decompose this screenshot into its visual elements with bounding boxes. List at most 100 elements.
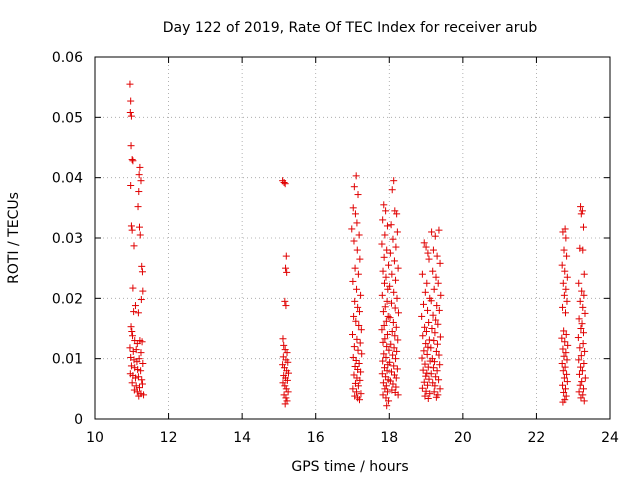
data-point	[350, 237, 358, 245]
data-point	[580, 359, 588, 367]
data-point	[349, 331, 356, 339]
data-point	[127, 182, 135, 190]
data-point	[385, 397, 393, 405]
data-point	[380, 201, 388, 209]
data-point	[348, 225, 356, 233]
data-point	[378, 370, 386, 378]
data-point	[353, 219, 361, 227]
x-tick-label: 22	[528, 430, 546, 446]
data-point	[559, 279, 567, 287]
data-point	[430, 337, 438, 345]
data-point	[280, 178, 288, 186]
data-point	[284, 358, 292, 366]
data-point	[382, 317, 390, 325]
data-point	[577, 363, 585, 371]
data-point	[559, 303, 567, 311]
data-point	[349, 353, 357, 361]
data-point	[581, 374, 589, 382]
data-point	[421, 323, 429, 331]
data-point	[575, 279, 583, 287]
data-point	[355, 321, 363, 329]
y-tick-label: 0.06	[52, 50, 83, 66]
data-point	[350, 312, 358, 320]
data-point	[137, 349, 145, 357]
data-point	[349, 204, 357, 212]
data-point	[382, 207, 390, 215]
data-point	[420, 378, 428, 386]
data-point	[581, 309, 589, 317]
data-point	[392, 355, 400, 363]
data-point	[386, 249, 394, 257]
data-point	[133, 388, 141, 396]
data-point	[386, 314, 394, 322]
data-point	[126, 109, 134, 117]
data-point	[353, 335, 361, 343]
data-point	[421, 288, 429, 296]
data-point	[284, 388, 292, 396]
data-point	[580, 270, 588, 278]
data-point	[580, 329, 588, 337]
y-tick-label: 0.02	[52, 291, 83, 307]
data-point	[135, 355, 143, 363]
data-point	[281, 382, 289, 390]
data-point	[419, 332, 427, 340]
data-point	[127, 97, 135, 105]
data-point	[131, 364, 139, 372]
data-point	[280, 391, 288, 399]
data-point	[392, 276, 400, 284]
data-point	[131, 374, 139, 382]
data-point	[383, 367, 391, 375]
data-point	[392, 374, 400, 382]
data-point	[425, 318, 433, 326]
data-point	[433, 302, 441, 310]
data-point	[380, 350, 388, 358]
data-point	[560, 352, 568, 360]
data-point	[562, 392, 570, 400]
data-point	[387, 368, 395, 376]
data-point	[420, 239, 428, 247]
data-point	[128, 379, 136, 387]
data-point	[279, 335, 287, 343]
data-point	[428, 228, 436, 236]
data-point	[434, 279, 442, 287]
data-point	[389, 351, 397, 359]
x-tick-label: 24	[601, 430, 619, 446]
data-point	[352, 356, 360, 364]
data-point	[560, 374, 568, 382]
x-tick-label: 14	[233, 430, 251, 446]
data-point	[389, 318, 397, 326]
data-point	[379, 357, 387, 365]
data-point	[138, 338, 146, 346]
data-point	[418, 354, 426, 362]
data-point	[352, 317, 360, 325]
data-point	[381, 303, 389, 311]
data-point	[562, 234, 570, 242]
data-point	[383, 222, 391, 230]
data-point	[393, 210, 401, 218]
data-point	[379, 308, 387, 316]
data-point	[282, 302, 290, 310]
y-tick-label: 0.01	[52, 352, 83, 368]
data-point	[378, 240, 386, 248]
data-point	[387, 340, 395, 348]
data-point	[386, 282, 394, 290]
data-point	[422, 372, 430, 380]
data-point	[128, 156, 136, 164]
data-point	[130, 356, 138, 364]
data-point	[282, 385, 290, 393]
data-point	[131, 302, 139, 310]
data-point	[578, 320, 586, 328]
data-point	[391, 304, 399, 312]
data-point	[357, 368, 365, 376]
data-point	[378, 291, 386, 299]
data-point	[579, 391, 587, 399]
data-point	[387, 221, 395, 229]
data-point	[563, 297, 571, 305]
data-point	[394, 264, 402, 272]
data-point	[579, 246, 587, 254]
plot-frame	[94, 56, 611, 420]
data-point	[140, 391, 148, 399]
data-point	[431, 232, 439, 240]
chart-title: Day 122 of 2019, Rate Of TEC Index for r…	[163, 20, 538, 36]
data-point	[392, 323, 400, 331]
